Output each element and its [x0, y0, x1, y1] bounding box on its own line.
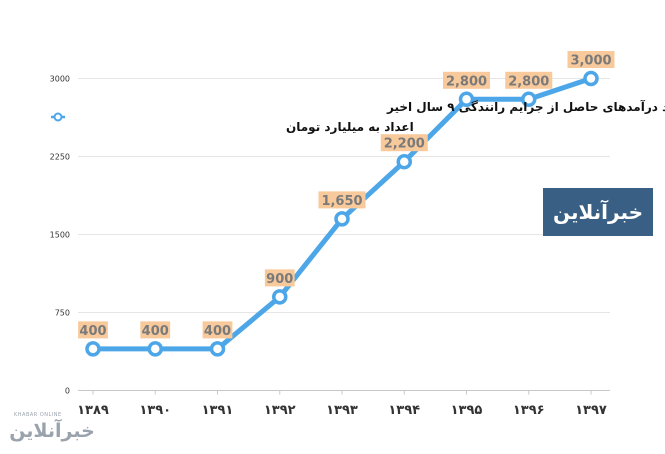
x-tick-label: ۱۳۹۳	[326, 403, 358, 418]
data-label: 900	[266, 272, 293, 287]
data-label-bg	[264, 269, 295, 287]
legend-series-name: میزان رشد درآمدهای حاصل از جرایم رانندگی…	[386, 99, 665, 114]
data-label-bg	[505, 71, 553, 89]
data-label: 3,000	[570, 54, 611, 69]
y-axis: 0 750 1500 2250 3000	[50, 75, 70, 396]
x-tick-label: ۱۳۹۲	[264, 403, 296, 418]
x-tick-label: ۱۳۸۹	[77, 403, 109, 418]
data-label-bg	[78, 321, 108, 339]
data-point	[521, 91, 537, 108]
y-tick-label: 2250	[50, 153, 70, 162]
khabaronline-logo: خبرآنلاین	[543, 188, 653, 236]
legend: میزان رشد درآمدهای حاصل از جرایم رانندگی…	[51, 99, 665, 135]
x-tick-label: ۱۳۹۵	[451, 403, 483, 418]
x-tick-label: ۱۳۹۷	[575, 403, 607, 418]
data-point	[458, 91, 475, 108]
data-label-bg	[443, 71, 490, 89]
x-tick-label: ۱۳۹۱	[202, 403, 234, 418]
data-point	[272, 289, 288, 305]
data-point	[147, 341, 163, 357]
grid	[78, 78, 610, 391]
data-label: 2,800	[508, 74, 549, 89]
data-label: 1,650	[321, 194, 362, 209]
x-axis: ۱۳۸۹ ۱۳۹۰ ۱۳۹۱ ۱۳۹۲ ۱۳۹۳ ۱۳۹۴ ۱۳۹۵ ۱۳۹۶ ۱۳۹۷	[77, 390, 607, 418]
data-label: 400	[142, 324, 169, 339]
data-points	[85, 70, 599, 357]
data-label-bg	[567, 51, 615, 68]
data-label: 400	[204, 324, 231, 339]
data-point	[209, 341, 226, 357]
watermark-text: خبرآنلاین	[9, 420, 95, 442]
y-tick-label: 750	[55, 309, 70, 318]
data-label: 2,800	[446, 74, 487, 89]
data-label: 2,200	[384, 137, 425, 152]
watermark-logo: KHABAR ONLINE خبرآنلاین	[6, 412, 98, 448]
data-point	[583, 70, 599, 87]
data-label-bg	[202, 321, 233, 339]
x-tick-label: ۱۳۹۴	[388, 403, 420, 418]
data-label-bg	[318, 191, 366, 209]
data-label-bg	[380, 134, 428, 152]
data-labels: 400 400 400 900 1,650 2,200 2,800 2,800 3,000	[78, 51, 615, 339]
data-point	[396, 153, 412, 170]
y-tick-label: 3000	[50, 75, 70, 84]
legend-subtitle: اعداد به میلیارد تومان	[286, 120, 414, 135]
data-point	[334, 211, 350, 227]
data-point	[85, 341, 101, 357]
x-tick-label: ۱۳۹۶	[513, 403, 545, 418]
watermark-sub: KHABAR ONLINE	[14, 412, 62, 418]
legend-marker-icon	[53, 112, 63, 122]
logo-text: خبرآنلاین	[552, 200, 644, 224]
y-tick-label: 0	[65, 387, 70, 396]
data-label-bg	[140, 321, 171, 339]
y-tick-label: 1500	[50, 231, 70, 240]
data-label: 400	[79, 324, 106, 339]
x-tick-label: ۱۳۹۰	[139, 403, 171, 418]
